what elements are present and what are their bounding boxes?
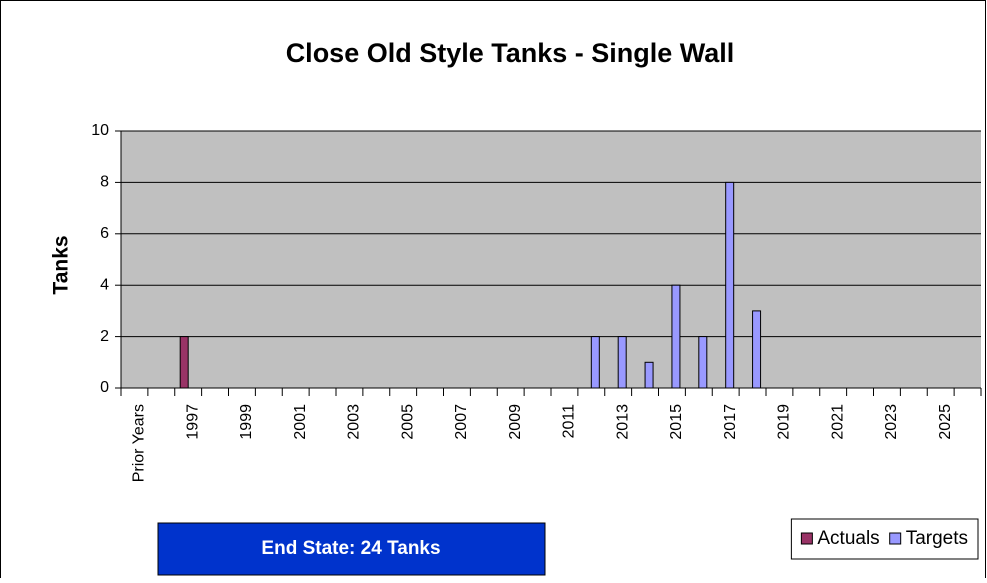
legend-swatch [889, 532, 902, 545]
chart-title: Close Old Style Tanks - Single Wall [286, 38, 735, 68]
x-tick-label: 2013 [614, 404, 631, 440]
annotation: End State: 24 Tanks [261, 538, 440, 559]
x-tick-label: 2019 [776, 404, 793, 440]
legend-label: Actuals [817, 528, 879, 549]
bar [698, 336, 708, 389]
x-tick-label: 2017 [722, 404, 739, 440]
x-tick-label: 1999 [238, 404, 255, 440]
x-tick-label: 2001 [292, 404, 309, 440]
y-tick-label: 4 [100, 276, 109, 293]
x-tick-label: 2025 [937, 404, 954, 440]
x-tick-label: 1997 [184, 404, 201, 440]
x-tick-label: 2003 [346, 404, 363, 440]
x-tick-label: 2021 [829, 404, 846, 440]
x-tick-label: 2011 [561, 404, 578, 439]
y-tick-label: 8 [100, 174, 109, 191]
legend-swatch [800, 532, 813, 545]
x-tick-label: 2015 [668, 404, 685, 440]
x-tick-label: 2005 [399, 404, 416, 440]
annotation-box [157, 522, 546, 576]
y-tick-label: 6 [100, 225, 109, 242]
y-tick-label: 0 [100, 379, 109, 396]
x-tick-label: Prior Years [131, 404, 148, 482]
x-tick-label: 2023 [883, 404, 900, 440]
y-axis-label: Tanks [50, 235, 73, 294]
legend-label: Targets [906, 528, 968, 549]
bar [752, 310, 762, 389]
bar [179, 336, 189, 389]
bar [617, 336, 627, 389]
legend-box [790, 518, 979, 560]
y-tick-label: 2 [100, 328, 109, 345]
bar [725, 181, 735, 389]
plot-area [121, 131, 981, 388]
bar [590, 336, 600, 389]
bar [644, 361, 654, 389]
bar [671, 284, 681, 389]
x-tick-label: 2009 [507, 404, 524, 440]
x-tick-label: 2007 [453, 404, 470, 440]
y-tick-label: 10 [91, 122, 109, 139]
